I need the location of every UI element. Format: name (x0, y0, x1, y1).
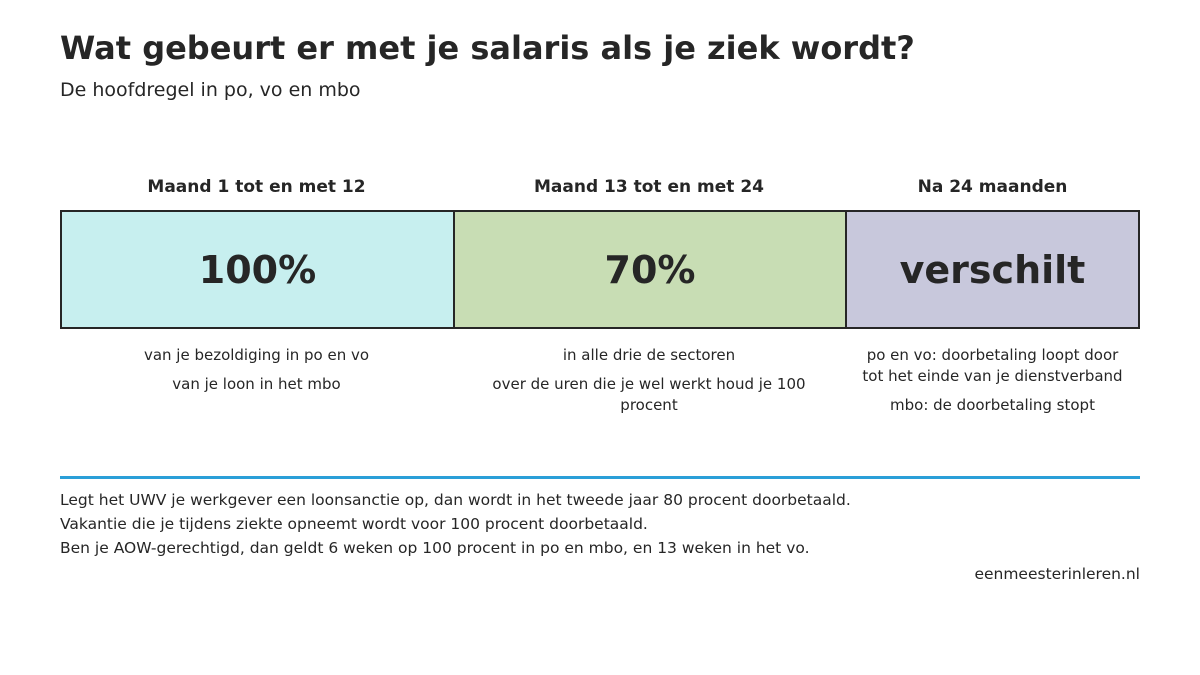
period-note: over de uren die je wel werkt houd je 10… (492, 375, 806, 414)
period-note: po en vo: doorbetaling loopt door tot he… (862, 346, 1123, 385)
period-note: van je loon in het mbo (172, 375, 341, 393)
period-header: Na 24 maanden (917, 177, 1068, 197)
page-title: Wat gebeurt er met je salaris als je zie… (60, 29, 915, 67)
period-month-13-24: Maand 13 tot en met 24 70% in alle drie … (453, 175, 845, 424)
salary-timeline: Maand 1 tot en met 12 100% van je bezold… (60, 175, 1140, 424)
footer-note: Vakantie die je tijdens ziekte opneemt w… (60, 515, 648, 533)
period-note: van je bezoldiging in po en vo (143, 346, 370, 364)
footer-notes: Legt het UWV je werkgever een loonsancti… (60, 488, 1140, 560)
footer-note: Ben je AOW-gerechtigd, dan geldt 6 weken… (60, 539, 810, 557)
section-divider (60, 476, 1140, 479)
period-value-box: 70% (453, 210, 845, 329)
period-after-24: Na 24 maanden verschilt po en vo: doorbe… (845, 175, 1140, 424)
period-value-box: 100% (60, 210, 453, 329)
source-credit: eenmeesterinleren.nl (974, 565, 1140, 583)
page-subtitle: De hoofdregel in po, vo en mbo (60, 79, 361, 101)
period-notes: in alle drie de sectoren over de uren di… (453, 329, 845, 424)
period-value-box: verschilt (845, 210, 1140, 329)
period-header: Maand 1 tot en met 12 (147, 177, 366, 197)
period-header: Maand 13 tot en met 24 (534, 177, 764, 197)
period-note: in alle drie de sectoren (562, 346, 736, 364)
period-month-1-12: Maand 1 tot en met 12 100% van je bezold… (60, 175, 453, 424)
period-notes: po en vo: doorbetaling loopt door tot he… (845, 329, 1140, 424)
period-note: mbo: de doorbetaling stopt (890, 396, 1095, 414)
period-notes: van je bezoldiging in po en vo van je lo… (60, 329, 453, 403)
footer-note: Legt het UWV je werkgever een loonsancti… (60, 491, 851, 509)
